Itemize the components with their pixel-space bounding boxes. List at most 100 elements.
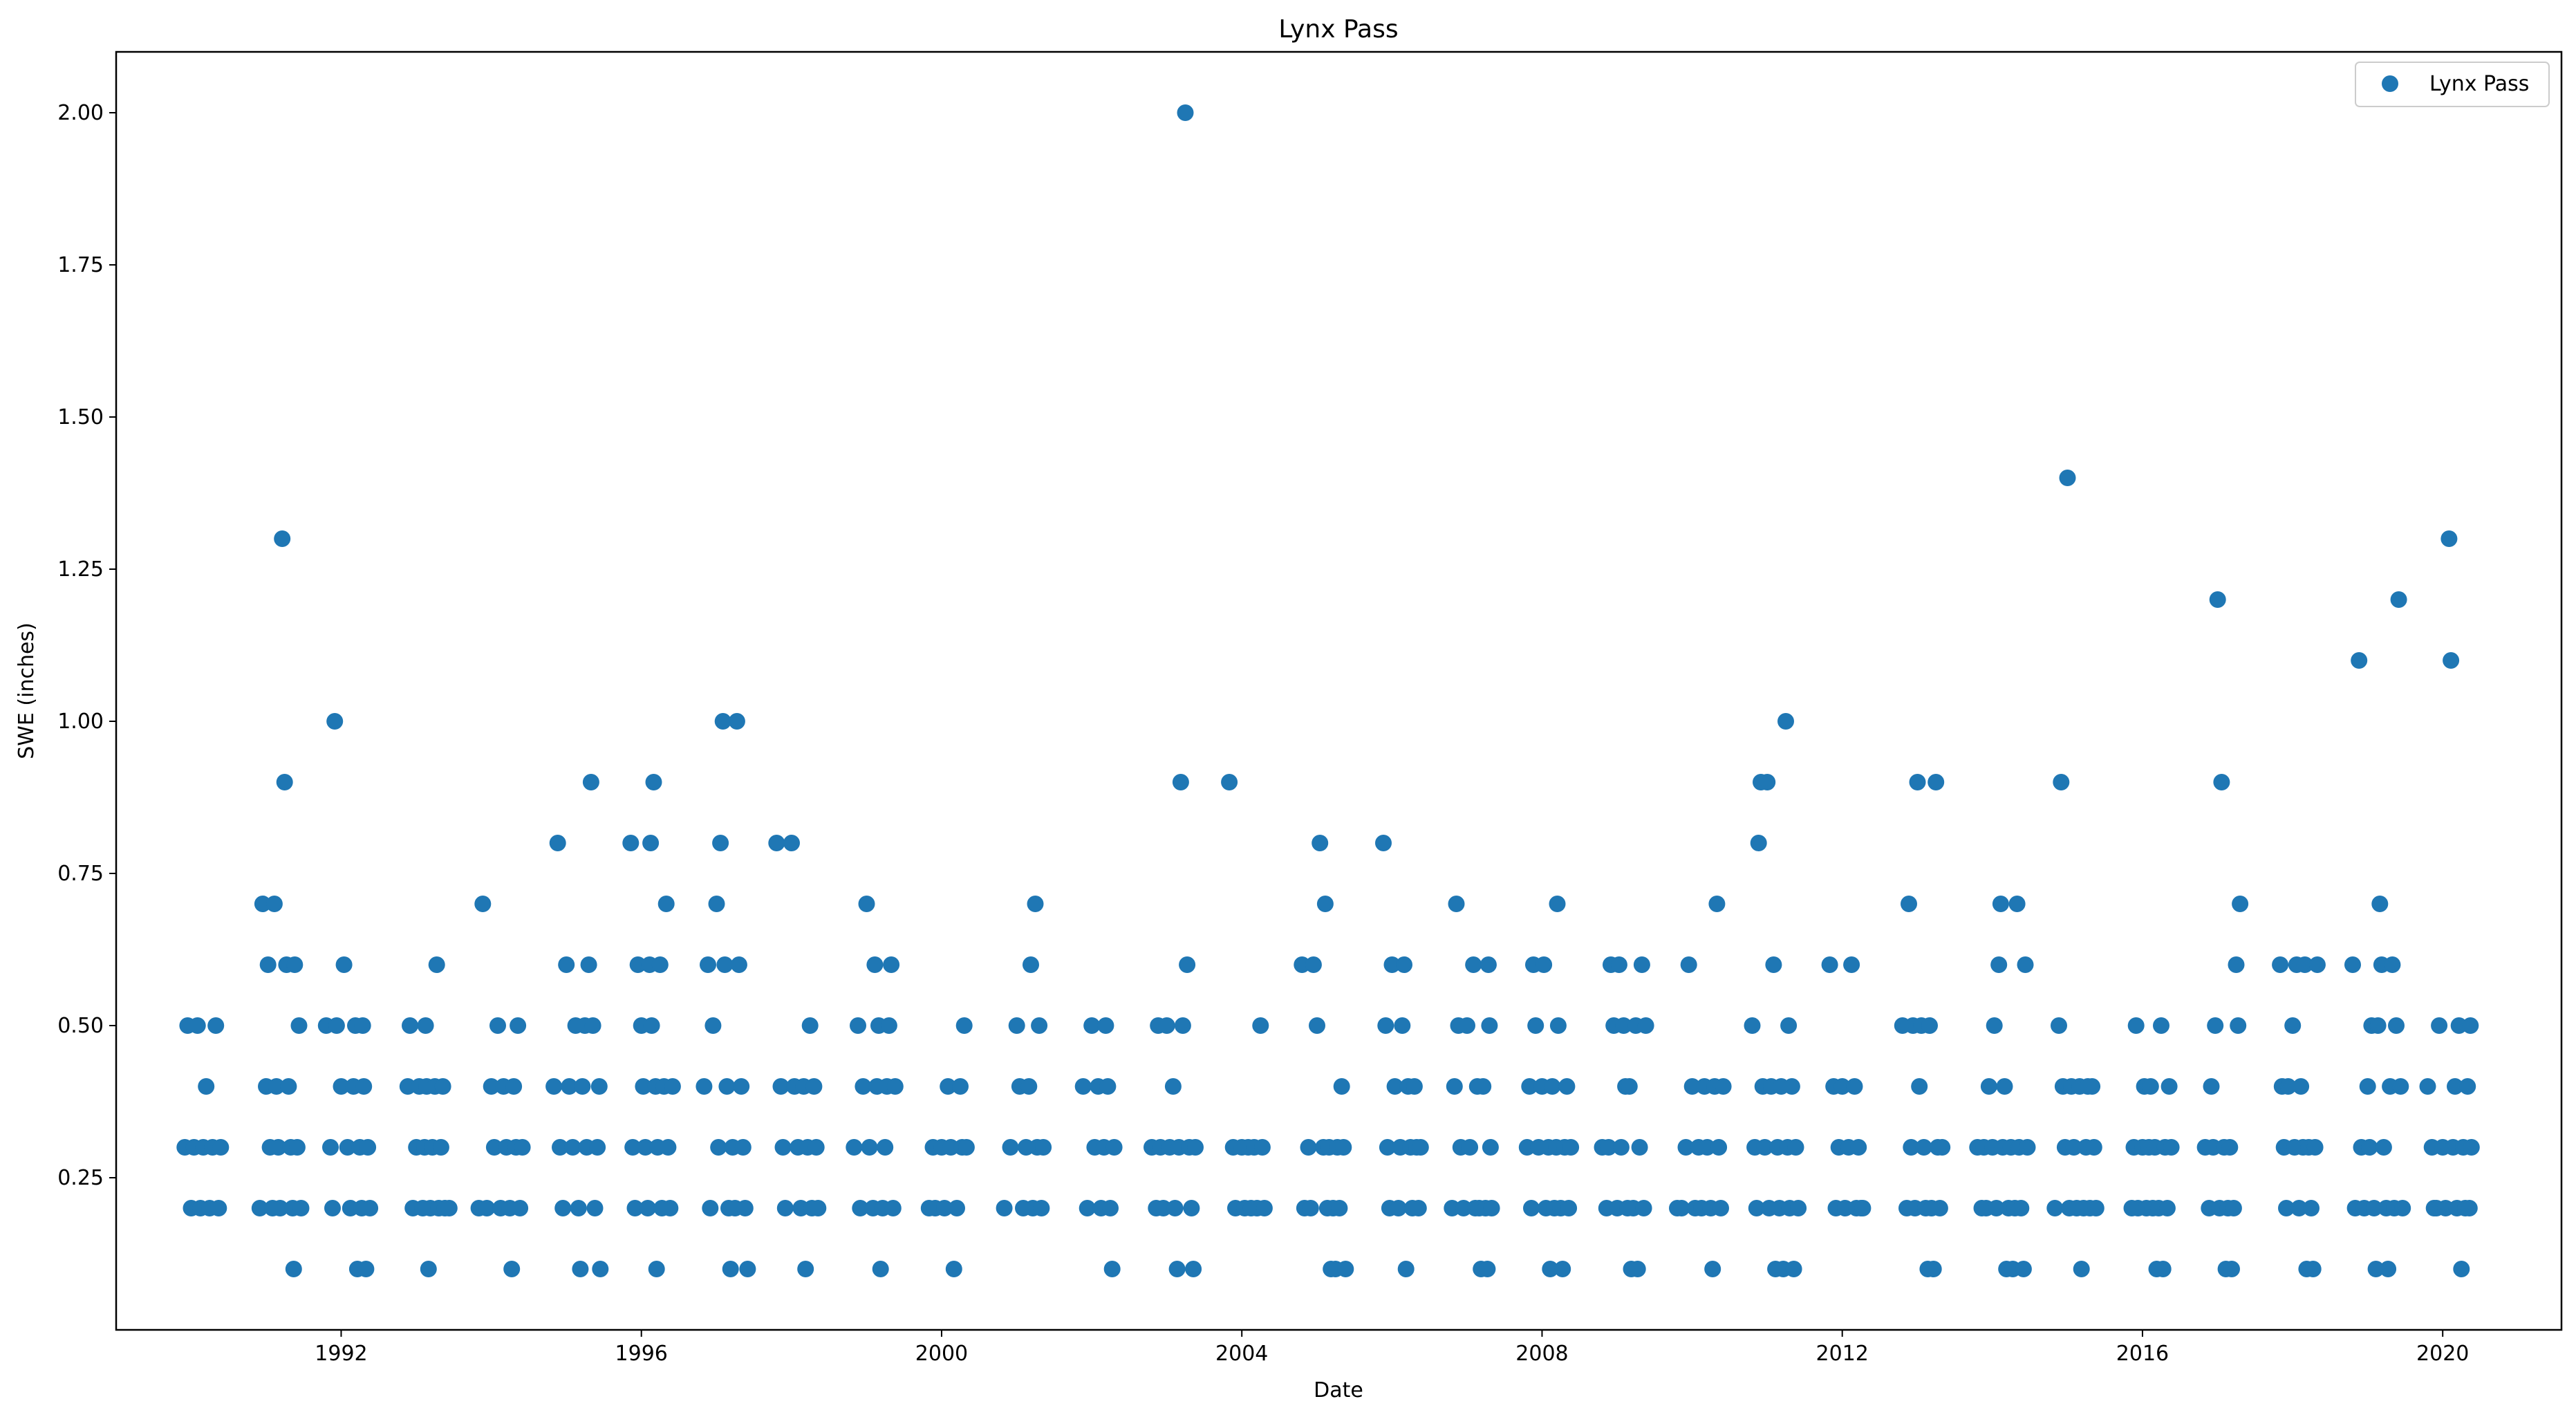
data-point [1480,956,1497,973]
data-point [1099,1078,1117,1095]
data-point [629,956,646,973]
data-point [1934,1139,1951,1156]
data-point [2290,1200,2308,1216]
data-point [552,1139,568,1156]
data-point [1410,1200,1427,1216]
data-point [1699,1139,1716,1156]
data-point [1986,1017,2003,1034]
data-point [1412,1139,1429,1156]
data-point [1921,1017,1938,1034]
data-point [1712,1200,1729,1216]
data-point [722,1261,739,1277]
data-point [2351,652,2368,669]
data-point [712,835,729,851]
data-point [657,896,675,912]
data-point [512,1200,529,1216]
x-tick-label: 2008 [1515,1342,1568,1366]
data-point [651,956,669,973]
data-point [1174,1017,1191,1034]
data-point [1785,1261,1802,1277]
data-point [357,1261,375,1277]
data-point [1482,1139,1499,1156]
data-point [1988,1200,2005,1216]
data-point [324,1200,341,1216]
data-point [1600,1139,1617,1156]
data-point [637,1139,654,1156]
data-point [505,1078,523,1095]
data-point [2046,1200,2064,1216]
data-point [1527,1017,1544,1034]
data-point [708,896,725,912]
data-point [1446,1078,1463,1095]
data-point [2221,1139,2239,1156]
data-point [850,1017,866,1034]
data-point [1750,835,1767,851]
data-point [1544,1078,1561,1095]
data-point [420,1261,437,1277]
data-point [270,1139,287,1156]
data-point [2459,1078,2476,1095]
data-point [2015,1261,2032,1277]
data-point [2463,1139,2480,1156]
data-point [1102,1200,1119,1216]
data-point [1560,1200,1578,1216]
data-point [328,1017,345,1034]
data-point [2142,1078,2159,1095]
data-point [1633,956,1650,973]
data-point [880,1017,897,1034]
data-point [996,1200,1013,1216]
data-point [399,1078,416,1095]
data-point [514,1139,531,1156]
data-point [322,1139,339,1156]
data-point [1521,1078,1538,1095]
data-point [955,1017,973,1034]
data-point [1074,1078,1092,1095]
data-point [872,1261,889,1277]
data-point [2293,1078,2310,1095]
data-point [1996,1078,2013,1095]
data-point [2158,1200,2176,1216]
data-point [2306,1139,2324,1156]
data-point [716,956,734,973]
data-point [1911,1078,1928,1095]
data-point [286,956,304,973]
data-point [342,1200,359,1216]
data-point [936,1200,953,1216]
data-point [1386,1078,1403,1095]
data-point [696,1078,713,1095]
data-point [1673,1200,1690,1216]
data-point [1027,896,1044,912]
data-point [428,956,445,973]
data-point [945,1261,962,1277]
data-point [2154,1261,2172,1277]
data-point [2225,1200,2242,1216]
data-point [207,1017,225,1034]
data-point [1300,1139,1317,1156]
data-point [622,835,640,851]
data-point [1316,896,1334,912]
data-point [808,1139,825,1156]
data-point [564,1139,581,1156]
data-point [574,1078,591,1095]
data-point [434,1078,451,1095]
data-point [886,1078,904,1095]
data-point [584,1017,601,1034]
data-point [1187,1139,1204,1156]
data-point [1683,1078,1701,1095]
data-point [355,1078,373,1095]
data-point [866,956,884,973]
data-point [1459,1017,1475,1034]
data-point [774,1139,792,1156]
data-point [2127,1017,2145,1034]
data-point [952,1078,969,1095]
data-point [2440,530,2458,547]
data-point [2304,1261,2322,1277]
data-point [339,1139,356,1156]
y-tick-label: 1.00 [57,710,104,734]
data-point [274,530,291,547]
data-point [1704,1261,1721,1277]
data-point [739,1261,756,1277]
x-axis: 1992 1996 2000 2004 2008 2012 2016 2020 [315,1330,2469,1366]
data-point [1523,1200,1540,1216]
data-point [1079,1200,1096,1216]
